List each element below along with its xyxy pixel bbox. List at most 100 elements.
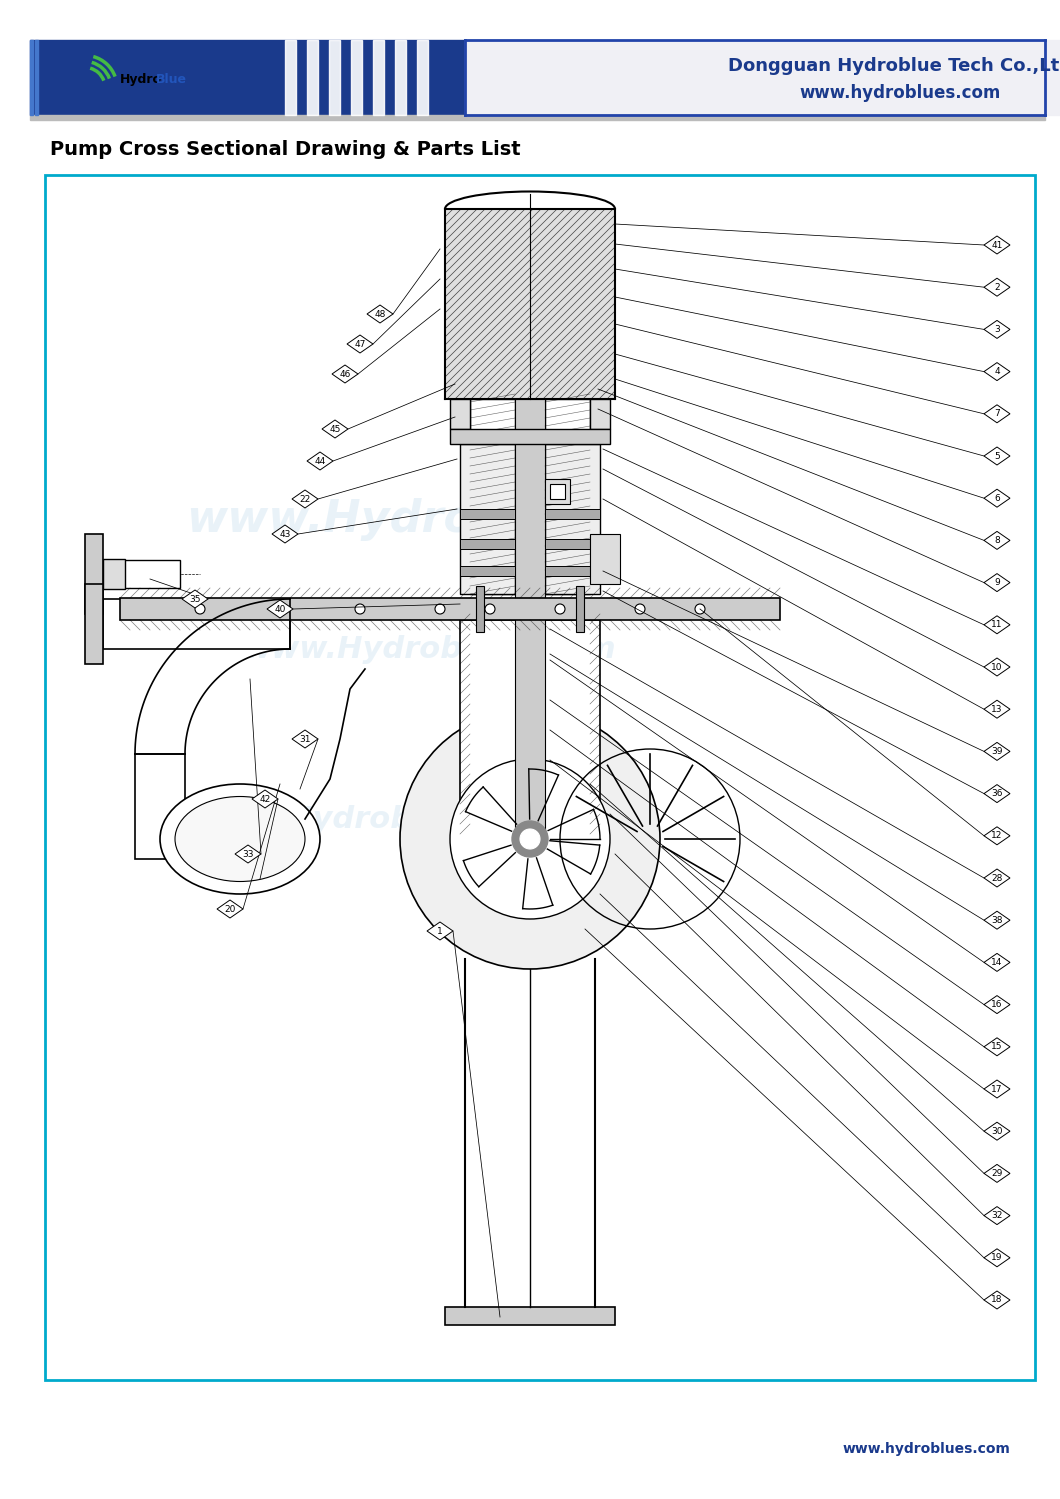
- Polygon shape: [984, 658, 1010, 676]
- Circle shape: [450, 758, 610, 919]
- Bar: [30, 40, 465, 115]
- Text: 2: 2: [994, 283, 1000, 292]
- Bar: [85, 585, 103, 664]
- Bar: [120, 598, 780, 621]
- Text: 8: 8: [994, 537, 1000, 546]
- Circle shape: [485, 604, 495, 615]
- Polygon shape: [267, 600, 293, 618]
- Circle shape: [695, 604, 705, 615]
- Text: Pump Cross Sectional Drawing & Parts List: Pump Cross Sectional Drawing & Parts Lis…: [50, 139, 520, 159]
- Circle shape: [512, 821, 548, 857]
- Polygon shape: [984, 700, 1010, 718]
- Polygon shape: [427, 922, 453, 940]
- Ellipse shape: [175, 796, 305, 881]
- Polygon shape: [984, 1249, 1010, 1267]
- Text: 45: 45: [330, 424, 340, 433]
- Bar: [515, 399, 545, 844]
- Bar: [373, 40, 384, 115]
- Text: Hydro: Hydro: [120, 73, 162, 85]
- Bar: [103, 559, 125, 589]
- Bar: [545, 444, 600, 594]
- Bar: [395, 40, 406, 115]
- Text: 10: 10: [991, 663, 1003, 672]
- Text: www.hydroblues.com: www.hydroblues.com: [842, 1442, 1010, 1456]
- Polygon shape: [984, 827, 1010, 845]
- Polygon shape: [984, 235, 1010, 253]
- Bar: [460, 621, 600, 833]
- Text: www.Hydroblues.com: www.Hydroblues.com: [244, 634, 616, 664]
- Bar: [450, 399, 470, 429]
- Polygon shape: [367, 304, 393, 322]
- Bar: [307, 40, 318, 115]
- Bar: [417, 40, 428, 115]
- Text: 41: 41: [991, 240, 1003, 249]
- Polygon shape: [984, 363, 1010, 381]
- Bar: [550, 484, 565, 499]
- Circle shape: [635, 604, 644, 615]
- Polygon shape: [272, 525, 298, 543]
- Bar: [470, 399, 515, 594]
- Bar: [590, 399, 610, 429]
- Polygon shape: [984, 953, 1010, 971]
- Text: 13: 13: [991, 705, 1003, 714]
- Bar: [460, 510, 515, 519]
- Text: 15: 15: [991, 1042, 1003, 1051]
- Bar: [545, 480, 570, 504]
- Text: 6: 6: [994, 493, 1000, 502]
- Polygon shape: [984, 532, 1010, 550]
- Bar: [285, 40, 296, 115]
- Text: www.hydroblues.com: www.hydroblues.com: [799, 84, 1001, 102]
- Text: 9: 9: [994, 579, 1000, 588]
- Bar: [35, 40, 38, 115]
- Circle shape: [275, 604, 285, 615]
- Polygon shape: [984, 995, 1010, 1013]
- Polygon shape: [984, 1165, 1010, 1183]
- Text: 31: 31: [299, 735, 311, 744]
- Polygon shape: [984, 784, 1010, 802]
- Polygon shape: [292, 490, 318, 508]
- Bar: [85, 534, 103, 615]
- Text: 19: 19: [991, 1253, 1003, 1262]
- Bar: [476, 586, 484, 633]
- Text: 39: 39: [991, 747, 1003, 755]
- Polygon shape: [984, 911, 1010, 929]
- Polygon shape: [984, 1207, 1010, 1225]
- Polygon shape: [984, 447, 1010, 465]
- Text: 43: 43: [280, 529, 290, 538]
- Ellipse shape: [160, 784, 320, 893]
- Bar: [30, 40, 33, 115]
- Text: 38: 38: [991, 916, 1003, 925]
- Polygon shape: [984, 1079, 1010, 1097]
- Text: 40: 40: [275, 604, 286, 613]
- Text: 28: 28: [991, 874, 1003, 883]
- Bar: [351, 40, 363, 115]
- Polygon shape: [322, 420, 348, 438]
- Text: 14: 14: [991, 958, 1003, 967]
- Polygon shape: [235, 845, 261, 863]
- Bar: [460, 444, 515, 594]
- Polygon shape: [984, 742, 1010, 760]
- Polygon shape: [984, 321, 1010, 339]
- Polygon shape: [984, 1291, 1010, 1309]
- Polygon shape: [182, 591, 208, 609]
- Circle shape: [355, 604, 365, 615]
- Bar: [329, 40, 340, 115]
- Bar: [590, 534, 620, 585]
- Text: 32: 32: [991, 1211, 1003, 1220]
- Polygon shape: [984, 405, 1010, 423]
- Text: www.Hydro: www.Hydro: [186, 498, 474, 541]
- Text: 47: 47: [354, 339, 366, 348]
- Text: 3: 3: [994, 325, 1000, 334]
- Text: 42: 42: [260, 794, 270, 803]
- Text: 18: 18: [991, 1295, 1003, 1304]
- Polygon shape: [984, 489, 1010, 507]
- Bar: [545, 540, 600, 549]
- Text: 7: 7: [994, 409, 1000, 418]
- Bar: [445, 1307, 615, 1325]
- Circle shape: [195, 604, 205, 615]
- Text: 5: 5: [994, 451, 1000, 460]
- Text: 44: 44: [315, 457, 325, 466]
- Text: 4: 4: [994, 367, 1000, 376]
- Text: 35: 35: [190, 595, 200, 604]
- Polygon shape: [984, 279, 1010, 297]
